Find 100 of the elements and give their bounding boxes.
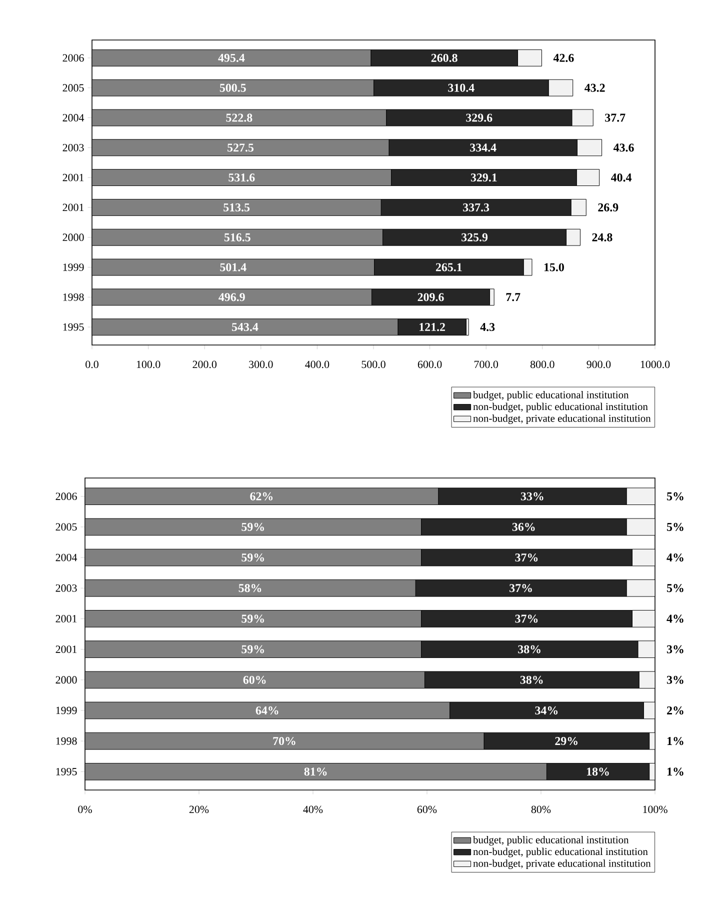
y-tick-label: 2001 — [62, 174, 84, 182]
data-label: 3% — [666, 676, 684, 684]
data-label: 18% — [586, 768, 609, 776]
x-tick-label: 600.0 — [418, 360, 442, 368]
y-tick-label: 1998 — [63, 293, 84, 301]
data-label: 37% — [515, 614, 538, 623]
data-label: 2% — [667, 706, 684, 715]
x-tick-label: 400.0 — [305, 360, 330, 368]
data-label: 121.2 — [420, 323, 445, 332]
data-label: 59% — [242, 522, 264, 531]
data-label: 62% — [250, 492, 273, 500]
data-label: 38% — [520, 676, 543, 684]
data-label: 260.8 — [431, 54, 458, 62]
data-label: 24.8 — [592, 233, 612, 242]
data-label: 37% — [510, 584, 532, 592]
data-label: 4.3 — [480, 323, 495, 332]
legend-label: budget, public educational institution — [473, 836, 629, 846]
y-tick-label: 2005 — [56, 523, 77, 531]
y-tick-label: 1999 — [63, 264, 84, 271]
x-tick-label: 20% — [189, 806, 209, 814]
y-tick-label: 2006 — [56, 492, 77, 500]
data-label: 1% — [667, 736, 684, 746]
legend-label: non-budget, private educational institution — [473, 860, 651, 870]
data-label: 43.2 — [584, 84, 605, 92]
y-tick-label: 1995 — [56, 768, 77, 776]
y-tick-label: 2001 — [56, 615, 77, 622]
y-tick-label: 2006 — [62, 54, 84, 62]
x-tick-label: 0% — [78, 806, 92, 814]
data-label: 513.5 — [224, 203, 250, 212]
data-label: 531.6 — [228, 173, 255, 182]
data-label: 34% — [535, 706, 558, 715]
x-tick-label: 500.0 — [362, 360, 386, 368]
data-label: 5% — [667, 522, 684, 531]
data-label: 209.6 — [418, 293, 444, 302]
legend-label: non-budget, private educational institution — [473, 414, 651, 424]
data-label: 58% — [238, 584, 262, 592]
data-label: 334.4 — [470, 144, 496, 152]
data-label: 496.9 — [218, 293, 245, 302]
data-label: 37.7 — [605, 114, 626, 122]
x-tick-label: 1000.0 — [640, 360, 670, 368]
x-tick-label: 0.0 — [86, 360, 98, 368]
x-tick-label: 60% — [417, 806, 437, 814]
data-label: 3% — [666, 645, 684, 654]
data-label: 7.7 — [506, 293, 520, 302]
y-tick-label: 2003 — [56, 584, 77, 592]
data-label: 37% — [515, 553, 538, 562]
data-label: 310.4 — [448, 84, 474, 92]
data-label: 495.4 — [218, 54, 245, 62]
data-label: 42.6 — [553, 54, 574, 62]
data-label: 522.8 — [226, 114, 252, 122]
data-label: 60% — [243, 676, 266, 684]
legend-label: non-budget, public educational institution — [473, 402, 648, 412]
data-label: 5% — [667, 584, 684, 592]
data-label: 70% — [273, 736, 296, 746]
y-tick-label: 2004 — [62, 114, 84, 122]
data-label: 59% — [242, 553, 264, 562]
data-label: 4% — [666, 614, 684, 623]
data-label: 59% — [242, 614, 264, 623]
data-label: 501.4 — [220, 263, 246, 272]
x-tick-label: 700.0 — [474, 360, 498, 368]
y-tick-label: 2004 — [56, 554, 78, 562]
x-tick-label: 800.0 — [530, 360, 554, 368]
data-label: 265.1 — [436, 263, 462, 272]
data-label: 59% — [242, 645, 264, 654]
x-tick-label: 100% — [643, 806, 668, 814]
data-label: 43.6 — [613, 144, 634, 152]
data-label: 33% — [520, 492, 544, 500]
y-tick-label: 2005 — [62, 84, 84, 92]
data-label: 516.5 — [224, 233, 250, 242]
data-label: 81% — [304, 768, 327, 776]
x-tick-label: 200.0 — [192, 360, 217, 368]
y-tick-label: 2000 — [56, 676, 77, 684]
data-label: 329.6 — [466, 114, 492, 122]
data-label: 1% — [667, 768, 684, 776]
data-label: 64% — [256, 706, 278, 715]
data-label: 26.9 — [598, 203, 618, 212]
data-label: 4% — [666, 553, 684, 562]
data-label: 329.1 — [470, 173, 497, 182]
data-label: 543.4 — [232, 323, 258, 332]
data-label: 36% — [512, 522, 535, 531]
y-tick-label: 2000 — [62, 234, 84, 242]
x-tick-label: 40% — [303, 806, 323, 814]
data-label: 40.4 — [610, 173, 632, 182]
y-tick-label: 2003 — [62, 144, 84, 152]
x-tick-label: 900.0 — [586, 360, 611, 368]
data-label: 527.5 — [228, 144, 254, 152]
x-tick-label: 100.0 — [136, 360, 160, 368]
legend-label: budget, public educational institution — [473, 391, 629, 401]
legend-label: non-budget, public educational institution — [473, 848, 648, 858]
data-label: 38% — [518, 645, 540, 654]
data-label: 29% — [555, 736, 578, 746]
data-label: 15.0 — [544, 263, 564, 272]
y-tick-label: 2001 — [56, 646, 77, 653]
x-tick-label: 300.0 — [249, 360, 273, 368]
data-label: 5% — [667, 492, 684, 500]
x-tick-label: 80% — [531, 806, 551, 814]
data-label: 325.9 — [462, 233, 488, 242]
y-tick-label: 1999 — [56, 706, 77, 714]
data-label: 500.5 — [220, 84, 246, 92]
y-tick-label: 2001 — [62, 204, 84, 212]
